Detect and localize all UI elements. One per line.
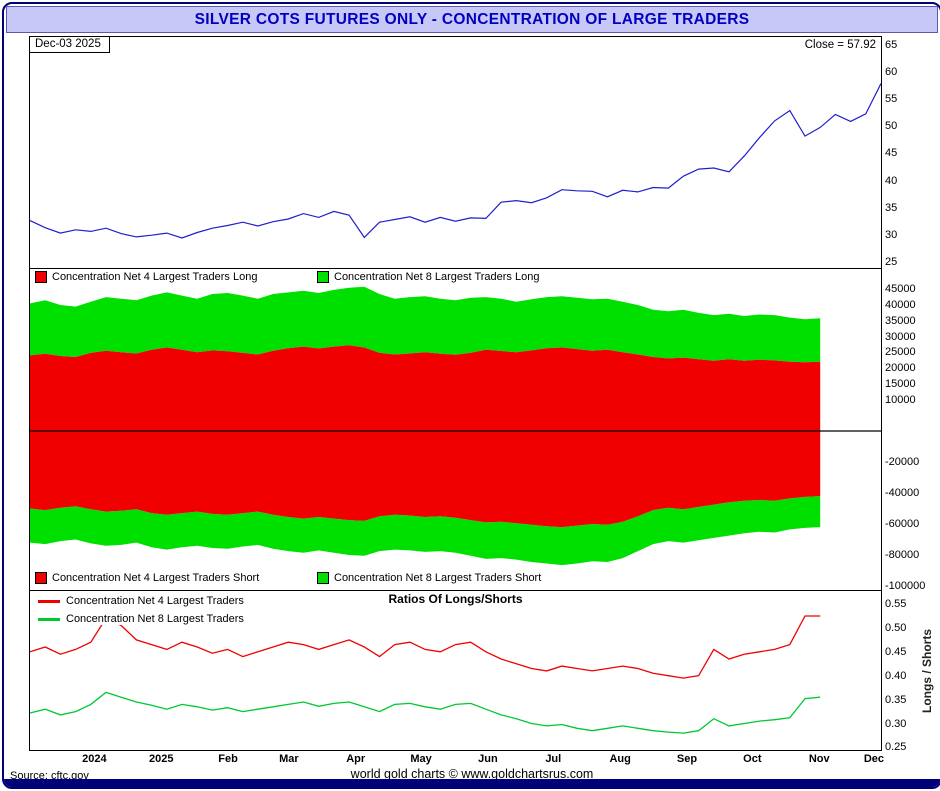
legend-label-net4-short: Concentration Net 4 Largest Traders Shor… xyxy=(52,572,260,584)
y-tick-label: 40 xyxy=(885,174,898,187)
x-tick-label: Jul xyxy=(545,753,562,765)
window-bottom-bar xyxy=(4,779,940,787)
concentration-chart xyxy=(30,286,881,566)
y-tick-label: 25000 xyxy=(885,346,916,359)
legend-item-ratio-net8: Concentration Net 8 Largest Traders xyxy=(35,613,247,625)
x-tick-label: Aug xyxy=(609,753,631,765)
y-tick-label: 35000 xyxy=(885,314,916,327)
y-tick-label: 0.25 xyxy=(885,741,907,754)
x-tick-label: 2025 xyxy=(148,753,174,765)
x-tick-label: Feb xyxy=(218,753,238,765)
legend-label-net8-short: Concentration Net 8 Largest Traders Shor… xyxy=(334,572,542,584)
legend-label-net4-long: Concentration Net 4 Largest Traders Long xyxy=(52,271,258,283)
y-tick-label: 0.30 xyxy=(885,717,907,730)
x-tick-label: May xyxy=(410,753,432,765)
y-tick-label: -20000 xyxy=(885,456,920,468)
y-tick-label: -80000 xyxy=(885,549,920,561)
x-tick-label: Nov xyxy=(808,753,830,765)
y-tick-label: 45 xyxy=(885,147,898,160)
x-tick-label: Oct xyxy=(743,753,762,765)
ratio-axis-title: Longs / Shorts xyxy=(920,629,934,713)
legend-item-net8-short: Concentration Net 8 Largest Traders Shor… xyxy=(314,572,545,584)
y-tick-label: 15000 xyxy=(885,377,916,390)
chart-title: SILVER COTS FUTURES ONLY - CONCENTRATION… xyxy=(194,10,750,28)
y-tick-label: 35 xyxy=(885,201,898,214)
y-tick-label: 40000 xyxy=(885,299,916,311)
x-tick-label: Sep xyxy=(676,753,698,765)
x-tick-label: Apr xyxy=(346,753,366,765)
x-tick-label: Mar xyxy=(279,753,299,765)
x-tick-label: 2024 xyxy=(82,753,107,765)
y-tick-label: 10000 xyxy=(885,393,916,406)
legend-label-ratio-net4: Concentration Net 4 Largest Traders xyxy=(66,595,244,607)
legend-item-net4-short: Concentration Net 4 Largest Traders Shor… xyxy=(32,572,263,584)
y-tick-label: -60000 xyxy=(885,518,920,530)
red-swatch-icon xyxy=(35,271,47,283)
y-tick-label: 55 xyxy=(885,93,898,106)
ratio-panel: Ratios Of Longs/Shorts Concentration Net… xyxy=(29,590,882,751)
x-tick-label: Dec xyxy=(863,753,884,765)
y-tick-label: 30000 xyxy=(885,330,916,343)
close-price-label: Close = 57.92 xyxy=(804,39,876,51)
y-tick-label: 30 xyxy=(885,228,898,241)
y-tick-label: 0.45 xyxy=(885,645,907,658)
chart-title-bar: SILVER COTS FUTURES ONLY - CONCENTRATION… xyxy=(6,6,938,33)
legend-item-net4-long: Concentration Net 4 Largest Traders Long xyxy=(32,271,261,283)
y-tick-label: 0.55 xyxy=(885,598,907,610)
report-date-label: Dec-03 2025 xyxy=(30,37,110,53)
legend-label-ratio-net8: Concentration Net 8 Largest Traders xyxy=(66,613,244,625)
legend-item-net8-long: Concentration Net 8 Largest Traders Long xyxy=(314,271,543,283)
green-swatch-icon xyxy=(317,271,329,283)
concentration-long-legend: Concentration Net 4 Largest Traders Long… xyxy=(30,271,881,287)
y-tick-label: -40000 xyxy=(885,487,920,499)
green-line-swatch-icon xyxy=(38,617,60,621)
y-tick-label: 0.40 xyxy=(885,669,907,682)
concentration-panel: Concentration Net 4 Largest Traders Long… xyxy=(29,268,882,591)
legend-item-ratio-net4: Concentration Net 4 Largest Traders xyxy=(35,595,247,607)
y-tick-label: 50 xyxy=(885,120,898,133)
y-tick-label: 20000 xyxy=(885,362,916,374)
ratio-panel-title: Ratios Of Longs/Shorts xyxy=(388,592,523,606)
price-chart xyxy=(30,83,881,239)
y-tick-label: 65 xyxy=(885,39,898,51)
red-swatch-icon xyxy=(35,572,47,584)
red-line-swatch-icon xyxy=(38,599,60,603)
credit-note: world gold charts © www.goldchartsrus.co… xyxy=(350,767,594,781)
price-panel: Dec-03 2025 Close = 57.92 xyxy=(29,36,882,269)
y-tick-label: -100000 xyxy=(885,580,926,592)
y-tick-label: 0.50 xyxy=(885,621,907,634)
y-tick-label: 0.35 xyxy=(885,693,907,706)
x-tick-label: Jun xyxy=(478,753,498,765)
y-tick-label: 45000 xyxy=(885,283,916,296)
ratio-chart xyxy=(30,615,821,734)
legend-label-net8-long: Concentration Net 8 Largest Traders Long xyxy=(334,271,540,283)
y-tick-label: 25 xyxy=(885,255,898,268)
green-swatch-icon xyxy=(317,572,329,584)
concentration-short-legend: Concentration Net 4 Largest Traders Shor… xyxy=(30,572,881,588)
y-tick-label: 60 xyxy=(885,66,898,79)
